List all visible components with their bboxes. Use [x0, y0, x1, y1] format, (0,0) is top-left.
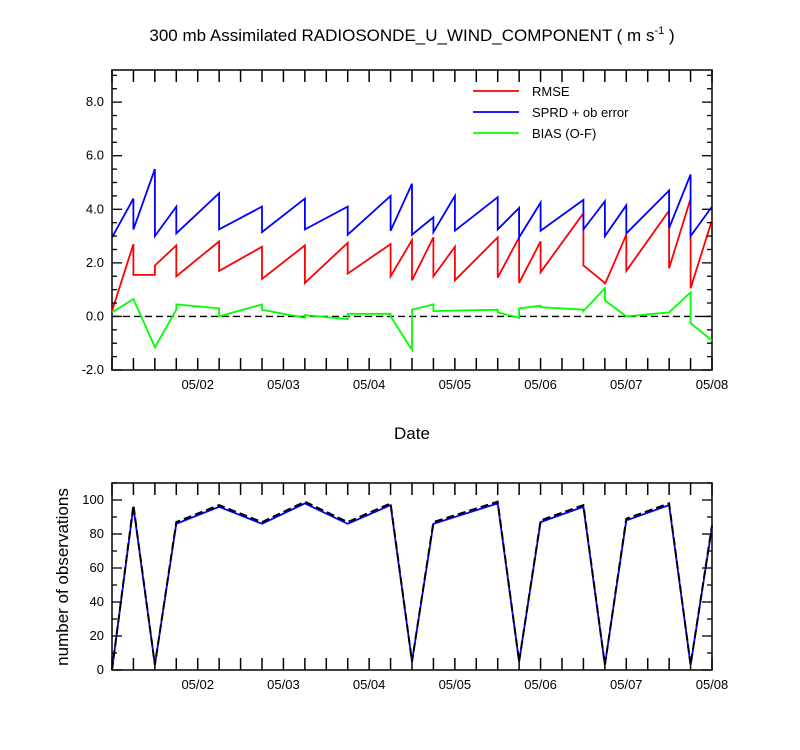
y-tick-label: 4.0 — [86, 201, 104, 216]
legend-label: BIAS (O-F) — [532, 126, 596, 141]
y-tick-label: 20 — [90, 628, 104, 643]
y-tick-label: 0 — [97, 662, 104, 677]
y-tick-label: 6.0 — [86, 148, 104, 163]
y-tick-label: 8.0 — [86, 94, 104, 109]
legend-label: SPRD + ob error — [532, 105, 629, 120]
x-tick-label: 05/07 — [610, 677, 643, 692]
top-series-group — [111, 168, 713, 353]
x-tick-label: 05/08 — [696, 377, 729, 392]
x-tick-label: 05/08 — [696, 677, 729, 692]
x-tick-label: 05/05 — [439, 677, 472, 692]
chart-title: 300 mb Assimilated RADIOSONDE_U_WIND_COM… — [149, 25, 674, 45]
x-tick-label: 05/06 — [524, 677, 557, 692]
y-tick-label: 80 — [90, 526, 104, 541]
y-tick-label: 100 — [82, 492, 104, 507]
legend-label: RMSE — [532, 84, 570, 99]
series-line-rmse — [111, 198, 713, 312]
series-line-observations-total — [111, 500, 713, 671]
x-tick-label: 05/02 — [181, 677, 214, 692]
top-panel: 05/02 05/03 05/04 05/05 05/06 05/07 05/08 -2.0 0… — [82, 69, 729, 392]
series-line-bias-o-f — [111, 286, 713, 353]
x-tick-label: 05/03 — [267, 377, 300, 392]
x-tick-label: 05/03 — [267, 677, 300, 692]
x-tick-label: 05/04 — [353, 677, 386, 692]
series-line-sprd-ob-error — [111, 168, 713, 241]
bottom-panel: 05/02 05/03 05/04 05/05 05/06 05/07 05/08 0 20 40… — [82, 482, 729, 692]
y-tick-label: 60 — [90, 560, 104, 575]
y-tick-label: 40 — [90, 594, 104, 609]
x-tick-label: 05/06 — [524, 377, 557, 392]
y-tick-label: 2.0 — [86, 255, 104, 270]
x-tick-label: 05/04 — [353, 377, 386, 392]
x-tick-label: 05/05 — [439, 377, 472, 392]
bottom-ticks-group: 05/02 05/03 05/04 05/05 05/06 05/07 05/08 0 20 40… — [82, 482, 729, 692]
x-tick-label: 05/02 — [181, 377, 214, 392]
legend: RMSE SPRD + ob error BIAS (O-F) — [473, 84, 629, 141]
x-axis-label: Date — [394, 424, 430, 443]
bottom-series-group — [111, 500, 713, 671]
top-ticks-group: 05/02 05/03 05/04 05/05 05/06 05/07 05/08 -2.0 0… — [82, 70, 729, 392]
y-tick-label: -2.0 — [82, 362, 104, 377]
y-tick-label: 0.0 — [86, 308, 104, 323]
series-line-observations-used — [111, 502, 713, 671]
x-tick-label: 05/07 — [610, 377, 643, 392]
y-axis-label-observations: number of observations — [53, 488, 72, 666]
